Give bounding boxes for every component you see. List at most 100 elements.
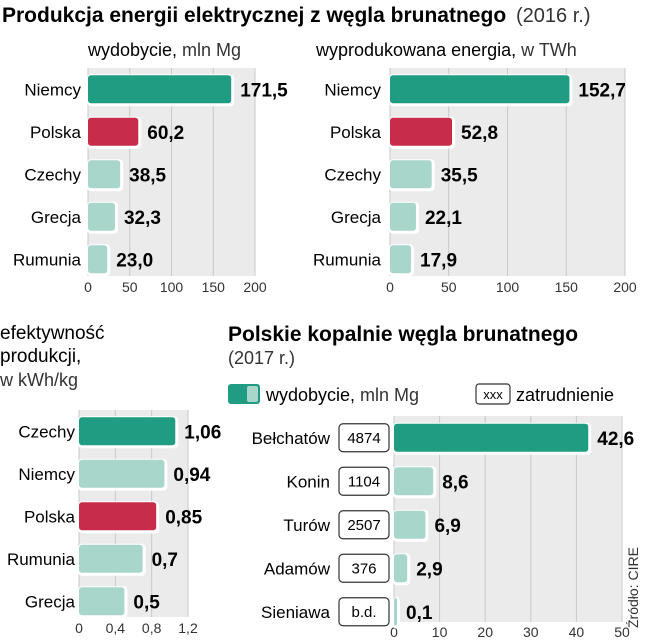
bar xyxy=(79,459,165,488)
tick-label: 0 xyxy=(390,624,398,640)
source-note: Źródło: CIRE xyxy=(625,547,641,628)
chart-energy: wyprodukowana energia, w TWh 0 50 100 150 200 N… xyxy=(313,40,637,295)
chart-title-line-1: efektywność xyxy=(0,323,105,344)
tick-label: 150 xyxy=(202,279,226,295)
data-label: 52,8 xyxy=(461,123,498,144)
chart-title: Polskie kopalnie węgla brunatnego xyxy=(228,323,578,346)
data-label: 0,7 xyxy=(152,550,178,571)
bar xyxy=(390,202,416,231)
category-label: Czechy xyxy=(18,422,75,441)
category-label: Turów xyxy=(283,516,330,535)
employment-box xyxy=(338,466,390,496)
chart-title-unit: w kWh/kg xyxy=(0,370,78,390)
tick-label: 40 xyxy=(569,624,585,640)
data-label: 171,5 xyxy=(240,80,288,101)
chart-mining: wydobycie, mln Mg 0 50 100 150 200 Niemcy 171,5 P… xyxy=(13,40,288,295)
chart-title-bold: wyprodukowana energia, xyxy=(315,40,516,60)
category-label: Niemcy xyxy=(324,80,381,99)
bar xyxy=(88,202,115,231)
data-label: 60,2 xyxy=(147,123,184,144)
data-label: 42,6 xyxy=(597,429,634,450)
category-label: Grecja xyxy=(25,592,76,611)
bar xyxy=(79,502,157,531)
category-label: Rumunia xyxy=(7,550,76,569)
bar xyxy=(394,510,426,539)
tick-label: 50 xyxy=(441,279,457,295)
data-label: 38,5 xyxy=(129,165,166,186)
category-label: Rumunia xyxy=(13,250,82,269)
data-label: 32,3 xyxy=(124,208,161,229)
employment-box xyxy=(338,553,390,583)
employment-value: 4874 xyxy=(347,430,380,447)
tick-label: 150 xyxy=(555,279,579,295)
legend-mining-label: wydobycie, mln Mg xyxy=(265,385,419,405)
legend-mining-bold: wydobycie, xyxy=(265,385,355,405)
data-label: 23,0 xyxy=(116,250,153,271)
chart-title-energy: wyprodukowana energia, w TWh xyxy=(315,40,577,60)
bar xyxy=(390,160,432,189)
bar xyxy=(390,75,570,104)
chart-title-line-2: produkcji, xyxy=(0,346,81,367)
employment-box xyxy=(338,597,390,627)
category-label: Bełchatów xyxy=(252,429,331,448)
tick-label: 0 xyxy=(84,279,92,295)
bar xyxy=(390,245,412,274)
category-label: Grecja xyxy=(31,208,82,227)
chart-title-unit: mln Mg xyxy=(182,40,241,60)
employment-value: b.d. xyxy=(351,604,376,621)
employment-value: 1104 xyxy=(348,473,380,490)
category-label: Czechy xyxy=(324,165,381,184)
chart-subtitle: (2017 r.) xyxy=(228,348,295,368)
tick-label: 0,8 xyxy=(142,620,162,636)
category-label: Niemcy xyxy=(18,465,75,484)
tick-label: 50 xyxy=(614,624,630,640)
data-label: 2,9 xyxy=(416,559,442,580)
tick-label: 100 xyxy=(496,279,520,295)
tick-label: 200 xyxy=(613,279,637,295)
bar xyxy=(79,417,176,446)
category-label: Niemcy xyxy=(24,80,81,99)
tick-label: 200 xyxy=(243,279,267,295)
bar xyxy=(79,544,143,573)
employment-value: 376 xyxy=(351,560,376,577)
bar xyxy=(394,554,408,583)
tick-label: 0 xyxy=(75,620,83,636)
data-label: 6,9 xyxy=(434,516,460,537)
bar xyxy=(88,75,232,104)
legend-mining-unit: mln Mg xyxy=(360,385,419,405)
chart-mines: Polskie kopalnie węgla brunatnego(2017 r… xyxy=(228,323,634,640)
tick-label: 30 xyxy=(523,624,539,640)
category-label: Adamów xyxy=(264,559,331,578)
category-label: Czechy xyxy=(24,165,81,184)
category-label: Polska xyxy=(30,123,82,142)
chart-title-mining: wydobycie, mln Mg xyxy=(87,40,241,60)
data-label: 1,06 xyxy=(184,422,221,443)
bar xyxy=(390,117,453,146)
employment-box xyxy=(338,510,390,540)
data-label: 35,5 xyxy=(441,165,478,186)
bar xyxy=(88,245,108,274)
category-label: Konin xyxy=(287,472,330,491)
legend-employment-box-text: xxx xyxy=(483,387,503,402)
tick-label: 20 xyxy=(477,624,493,640)
tick-label: 50 xyxy=(122,279,138,295)
main-title-year: (2016 r.) xyxy=(516,5,590,27)
bar xyxy=(88,117,139,146)
data-label: 22,1 xyxy=(425,208,462,229)
category-label: Polska xyxy=(24,507,76,526)
main-title-text: Produkcja energii elektrycznej z węgla b… xyxy=(2,4,506,27)
legend-employment-box xyxy=(475,383,511,405)
data-label: 17,9 xyxy=(420,250,457,271)
bar xyxy=(79,587,125,616)
tick-label: 0,4 xyxy=(106,620,126,636)
tick-label: 10 xyxy=(432,624,448,640)
employment-box xyxy=(338,423,390,453)
category-label: Polska xyxy=(330,123,382,142)
data-label: 152,7 xyxy=(578,80,626,101)
bar xyxy=(88,160,121,189)
data-label: 8,6 xyxy=(442,472,468,493)
tick-label: 0 xyxy=(386,279,394,295)
tick-label: 1,2 xyxy=(178,620,198,636)
